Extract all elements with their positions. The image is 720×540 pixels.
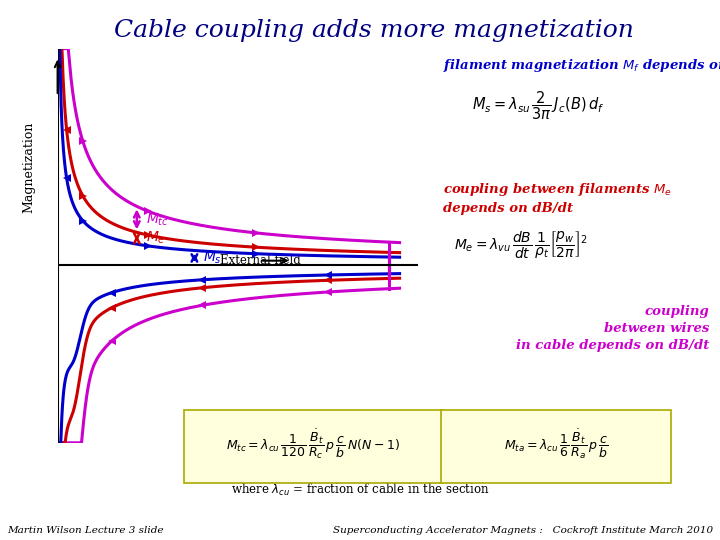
Text: $M_{tc} = \lambda_{cu}\,\dfrac{1}{120}\,\dfrac{\dot{B}_t}{R_c}\,p\,\dfrac{c}{b}\: $M_{tc} = \lambda_{cu}\,\dfrac{1}{120}\,… bbox=[226, 427, 400, 461]
Text: $M_s = \lambda_{su}\,\dfrac{2}{3\pi}\,J_c(B)\,d_f$: $M_s = \lambda_{su}\,\dfrac{2}{3\pi}\,J_… bbox=[472, 89, 604, 122]
Text: coupling
between wires
in cable depends on dB/dt: coupling between wires in cable depends … bbox=[516, 305, 709, 352]
Text: Martin Wilson Lecture 3 slide: Martin Wilson Lecture 3 slide bbox=[7, 525, 163, 535]
Text: $M_{ta} = \lambda_{cu}\,\dfrac{1}{6}\,\dfrac{\dot{B}_t}{R_a}\,p\,\dfrac{c}{b}$: $M_{ta} = \lambda_{cu}\,\dfrac{1}{6}\,\d… bbox=[504, 427, 609, 461]
Text: External field: External field bbox=[220, 254, 300, 267]
Text: $M_{tc}$: $M_{tc}$ bbox=[145, 211, 168, 227]
Text: Magnetization: Magnetization bbox=[22, 121, 35, 213]
Text: filament magnetization $M_f$ depends on B: filament magnetization $M_f$ depends on … bbox=[443, 57, 720, 73]
Text: Cable coupling adds more magnetization: Cable coupling adds more magnetization bbox=[114, 19, 634, 42]
Text: Superconducting Accelerator Magnets :   Cockroft Institute March 2010: Superconducting Accelerator Magnets : Co… bbox=[333, 525, 713, 535]
Text: $M_e$: $M_e$ bbox=[145, 230, 166, 246]
Text: $M_s$: $M_s$ bbox=[203, 250, 222, 266]
Text: coupling between filaments $M_e$
depends on dB/dt: coupling between filaments $M_e$ depends… bbox=[443, 181, 672, 215]
Text: where $\lambda_{cu}$ = fraction of cable in the section: where $\lambda_{cu}$ = fraction of cable… bbox=[230, 482, 490, 498]
Text: $M_e = \lambda_{vu}\,\dfrac{dB}{dt}\,\dfrac{1}{\rho_t}\left[\dfrac{p_w}{2\pi}\ri: $M_e = \lambda_{vu}\,\dfrac{dB}{dt}\,\df… bbox=[454, 230, 588, 260]
